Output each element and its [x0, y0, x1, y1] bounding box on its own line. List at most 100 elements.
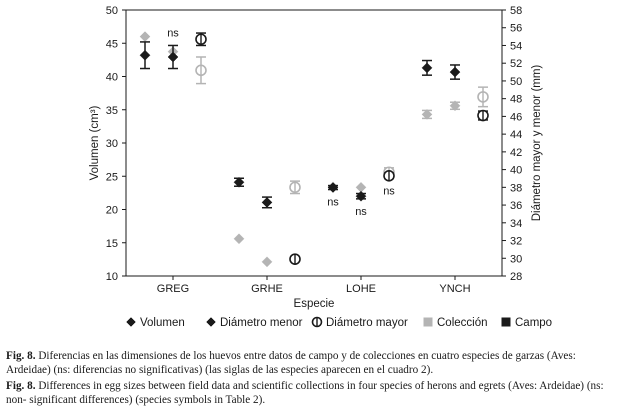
legend-label: Volumen	[140, 317, 185, 329]
figure-caption-en: Fig. 8. Differences in egg sizes between…	[6, 379, 618, 407]
marker	[195, 33, 207, 46]
marker	[327, 182, 339, 193]
y-left-tick-label: 35	[106, 105, 118, 117]
chart-marks	[139, 31, 489, 268]
y-right-tick-label: 34	[510, 218, 522, 230]
x-tick-label: GRHE	[251, 283, 283, 295]
y-right-axis-title: Diámetro mayor y menor (mm)	[531, 65, 543, 222]
y-right-tick-label: 52	[510, 58, 522, 70]
data-point	[449, 100, 461, 112]
data-point	[139, 31, 151, 42]
y-right-tick-label: 56	[510, 23, 522, 35]
y-right-tick-label: 36	[510, 200, 522, 212]
data-point	[195, 56, 207, 85]
chart: 10 15 20 25 30 35 40 45 50 28 30 32 34 36 38 40 42 44 46 48…	[89, 5, 552, 329]
data-point	[477, 109, 489, 122]
x-tick-label: LOHE	[346, 283, 376, 295]
y-right-tick-label: 48	[510, 94, 522, 106]
data-point	[233, 176, 245, 188]
data-point	[383, 170, 395, 182]
caption-en-text: Differences in egg sizes between field d…	[6, 380, 604, 406]
y-right-tick-label: 44	[510, 129, 522, 141]
y-left-axis-title: Volumen (cm³)	[89, 105, 101, 180]
legend-item: Colección	[423, 317, 488, 329]
legend-label: Colección	[437, 317, 488, 329]
legend-marker	[423, 317, 433, 327]
y-right-tick-label: 28	[510, 271, 522, 283]
y-right-tick-label: 40	[510, 165, 522, 177]
x-tick-label: GREG	[157, 283, 189, 295]
marker	[261, 256, 273, 268]
marker	[289, 253, 301, 265]
y-left-tick-label: 30	[106, 138, 118, 150]
y-right-tick-label: 54	[510, 40, 522, 52]
y-right-tick-label: 30	[510, 253, 522, 265]
marker	[449, 100, 461, 112]
y-right-tick-label: 58	[510, 5, 522, 17]
ns-annotation: ns	[383, 185, 395, 197]
y-left-tick-label: 45	[106, 38, 118, 50]
chart-axes: 10 15 20 25 30 35 40 45 50 28 30 32 34 36 38 40 42 44 46 48…	[89, 5, 543, 310]
legend-label: Diámetro menor	[220, 317, 303, 329]
y-right-tick-label: 32	[510, 236, 522, 248]
marker	[355, 181, 367, 193]
marker	[139, 31, 151, 42]
marker	[289, 181, 301, 194]
y-left-tick-label: 10	[106, 271, 118, 283]
data-point	[289, 253, 301, 265]
chart-annotations: ns ns ns ns	[167, 27, 395, 217]
marker	[449, 66, 461, 78]
data-point	[421, 109, 433, 120]
caption-en-label: Fig. 8.	[6, 380, 36, 392]
marker	[261, 197, 273, 208]
legend-item: Campo	[501, 317, 552, 329]
y-right-tick-label: 46	[510, 111, 522, 123]
plot-frame	[125, 9, 503, 277]
y-left-tick-label: 15	[106, 238, 118, 250]
data-point	[261, 256, 273, 268]
data-point	[139, 41, 151, 70]
data-point	[355, 190, 367, 202]
y-left-tick-label: 20	[106, 205, 118, 217]
data-point	[421, 59, 433, 76]
data-point	[327, 182, 339, 193]
data-point	[449, 64, 461, 80]
y-left-tick-label: 40	[106, 72, 118, 84]
ns-annotation: ns	[355, 206, 367, 218]
marker	[355, 190, 367, 202]
data-point	[477, 86, 489, 108]
legend-marker	[501, 317, 511, 327]
legend-marker	[206, 317, 216, 327]
y-left-tick-label: 25	[106, 171, 118, 183]
marker	[421, 109, 433, 120]
ns-annotation: ns	[167, 27, 179, 39]
legend-label: Campo	[515, 317, 552, 329]
data-point	[289, 180, 301, 195]
data-point	[195, 32, 207, 47]
legend-item: Diámetro menor	[206, 317, 303, 329]
marker	[383, 170, 395, 182]
y-right-tick-label: 50	[510, 76, 522, 88]
marker	[477, 91, 489, 103]
legend-item: Diámetro mayor	[311, 316, 408, 329]
ns-annotation: ns	[327, 197, 339, 209]
caption-es-text: Diferencias en las dimensiones de los hu…	[6, 350, 576, 376]
marker	[477, 109, 489, 122]
data-point	[261, 196, 273, 209]
x-tick-label: YNCH	[439, 283, 470, 295]
chart-legend: Volumen Diámetro menor Diámetro mayor Colec…	[126, 316, 552, 329]
caption-es-label: Fig. 8.	[6, 350, 36, 362]
marker	[139, 49, 151, 61]
marker	[233, 176, 245, 188]
figure-caption-es: Fig. 8. Diferencias en las dimensiones d…	[6, 349, 618, 377]
y-right-tick-label: 42	[510, 147, 522, 159]
legend-label: Diámetro mayor	[326, 317, 408, 329]
y-left-tick-label: 50	[106, 5, 118, 17]
data-point	[167, 44, 179, 70]
legend-marker	[311, 316, 323, 328]
x-axis-title: Especie	[294, 298, 335, 310]
legend-item: Volumen	[126, 317, 185, 329]
marker	[195, 64, 207, 77]
y-right-tick-label: 38	[510, 182, 522, 194]
marker	[421, 62, 433, 74]
